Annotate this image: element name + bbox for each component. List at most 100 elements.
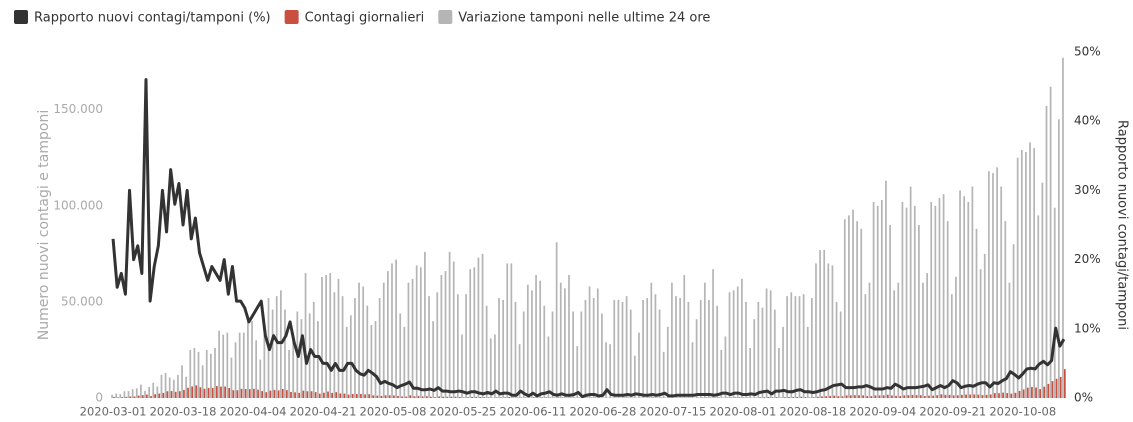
bar <box>617 299 620 398</box>
bar <box>936 395 939 398</box>
bar <box>285 390 288 398</box>
bar <box>675 296 677 398</box>
bar <box>796 396 799 398</box>
bar <box>815 263 817 398</box>
bar <box>827 263 830 398</box>
bar <box>666 326 669 398</box>
bar <box>197 351 200 398</box>
bar <box>911 394 914 398</box>
bar <box>263 334 266 398</box>
bar <box>300 319 303 398</box>
bar <box>998 393 1000 398</box>
bar <box>290 391 292 398</box>
bar <box>452 261 455 398</box>
x-tick-label: 2020-05-08 <box>360 405 427 419</box>
bar <box>358 282 360 398</box>
bar <box>329 273 332 398</box>
bar <box>771 397 774 398</box>
bar <box>973 394 976 398</box>
bar <box>882 395 885 398</box>
bar <box>992 173 994 398</box>
bar <box>306 391 309 398</box>
bar <box>261 391 264 398</box>
bar <box>393 395 395 398</box>
bar <box>351 393 354 398</box>
bar <box>514 301 517 398</box>
y2-tick-label: 40% <box>1074 114 1101 128</box>
bar <box>1020 150 1023 398</box>
bar <box>337 278 340 398</box>
bar <box>712 269 714 398</box>
bar <box>473 267 476 398</box>
bar <box>362 286 365 398</box>
bar <box>989 394 992 398</box>
bar <box>467 397 469 398</box>
bar <box>638 332 640 398</box>
bar <box>495 397 498 398</box>
bar <box>683 274 686 398</box>
bar <box>749 348 751 398</box>
bar <box>354 298 356 398</box>
bar <box>382 282 385 398</box>
bar <box>555 242 558 398</box>
bar <box>288 349 290 398</box>
x-tick-label: 2020-04-21 <box>290 405 357 419</box>
bar <box>543 305 546 398</box>
bar <box>895 395 897 398</box>
bar <box>633 355 636 398</box>
bar <box>919 395 922 398</box>
y-tick-label: 50.000 <box>61 294 103 308</box>
bar <box>1016 157 1019 398</box>
bar <box>333 292 336 398</box>
bar <box>203 388 206 398</box>
bar <box>236 390 239 398</box>
bar <box>487 397 490 398</box>
bar <box>724 336 727 398</box>
bar <box>650 282 653 398</box>
bar <box>819 249 821 398</box>
bar <box>277 390 280 398</box>
bar <box>679 298 681 398</box>
bar <box>905 207 908 398</box>
y-tick-label: 100.000 <box>53 198 103 212</box>
bar <box>174 391 177 398</box>
bar <box>609 344 612 398</box>
bar <box>279 290 282 398</box>
bar <box>481 253 484 398</box>
bar <box>1051 381 1054 398</box>
bar <box>742 397 745 398</box>
bar <box>741 278 743 398</box>
bar <box>897 282 900 398</box>
bar <box>961 394 963 398</box>
bar <box>144 390 146 398</box>
bar <box>343 393 346 398</box>
x-tick-label: 2020-06-28 <box>569 405 636 419</box>
bar <box>255 340 258 398</box>
bar <box>531 290 533 398</box>
bar <box>129 396 132 398</box>
bar <box>314 392 317 398</box>
bar <box>380 395 383 398</box>
bar <box>662 351 665 398</box>
bar <box>185 376 188 398</box>
bar <box>1041 182 1044 398</box>
bar <box>955 276 957 398</box>
bar <box>1045 105 1048 399</box>
bar <box>475 396 478 398</box>
bar <box>775 397 778 398</box>
bar <box>901 201 904 398</box>
bar <box>201 365 204 398</box>
bar <box>133 396 136 398</box>
bar <box>907 395 910 398</box>
bar <box>135 388 138 398</box>
bar <box>584 299 587 398</box>
bar <box>238 332 241 398</box>
bar <box>922 282 924 398</box>
bar <box>458 396 461 398</box>
bar <box>275 296 278 398</box>
bar <box>421 396 424 398</box>
legend-swatch <box>438 10 453 24</box>
bar <box>1025 151 1027 398</box>
bar <box>391 263 393 398</box>
bar <box>629 309 632 398</box>
